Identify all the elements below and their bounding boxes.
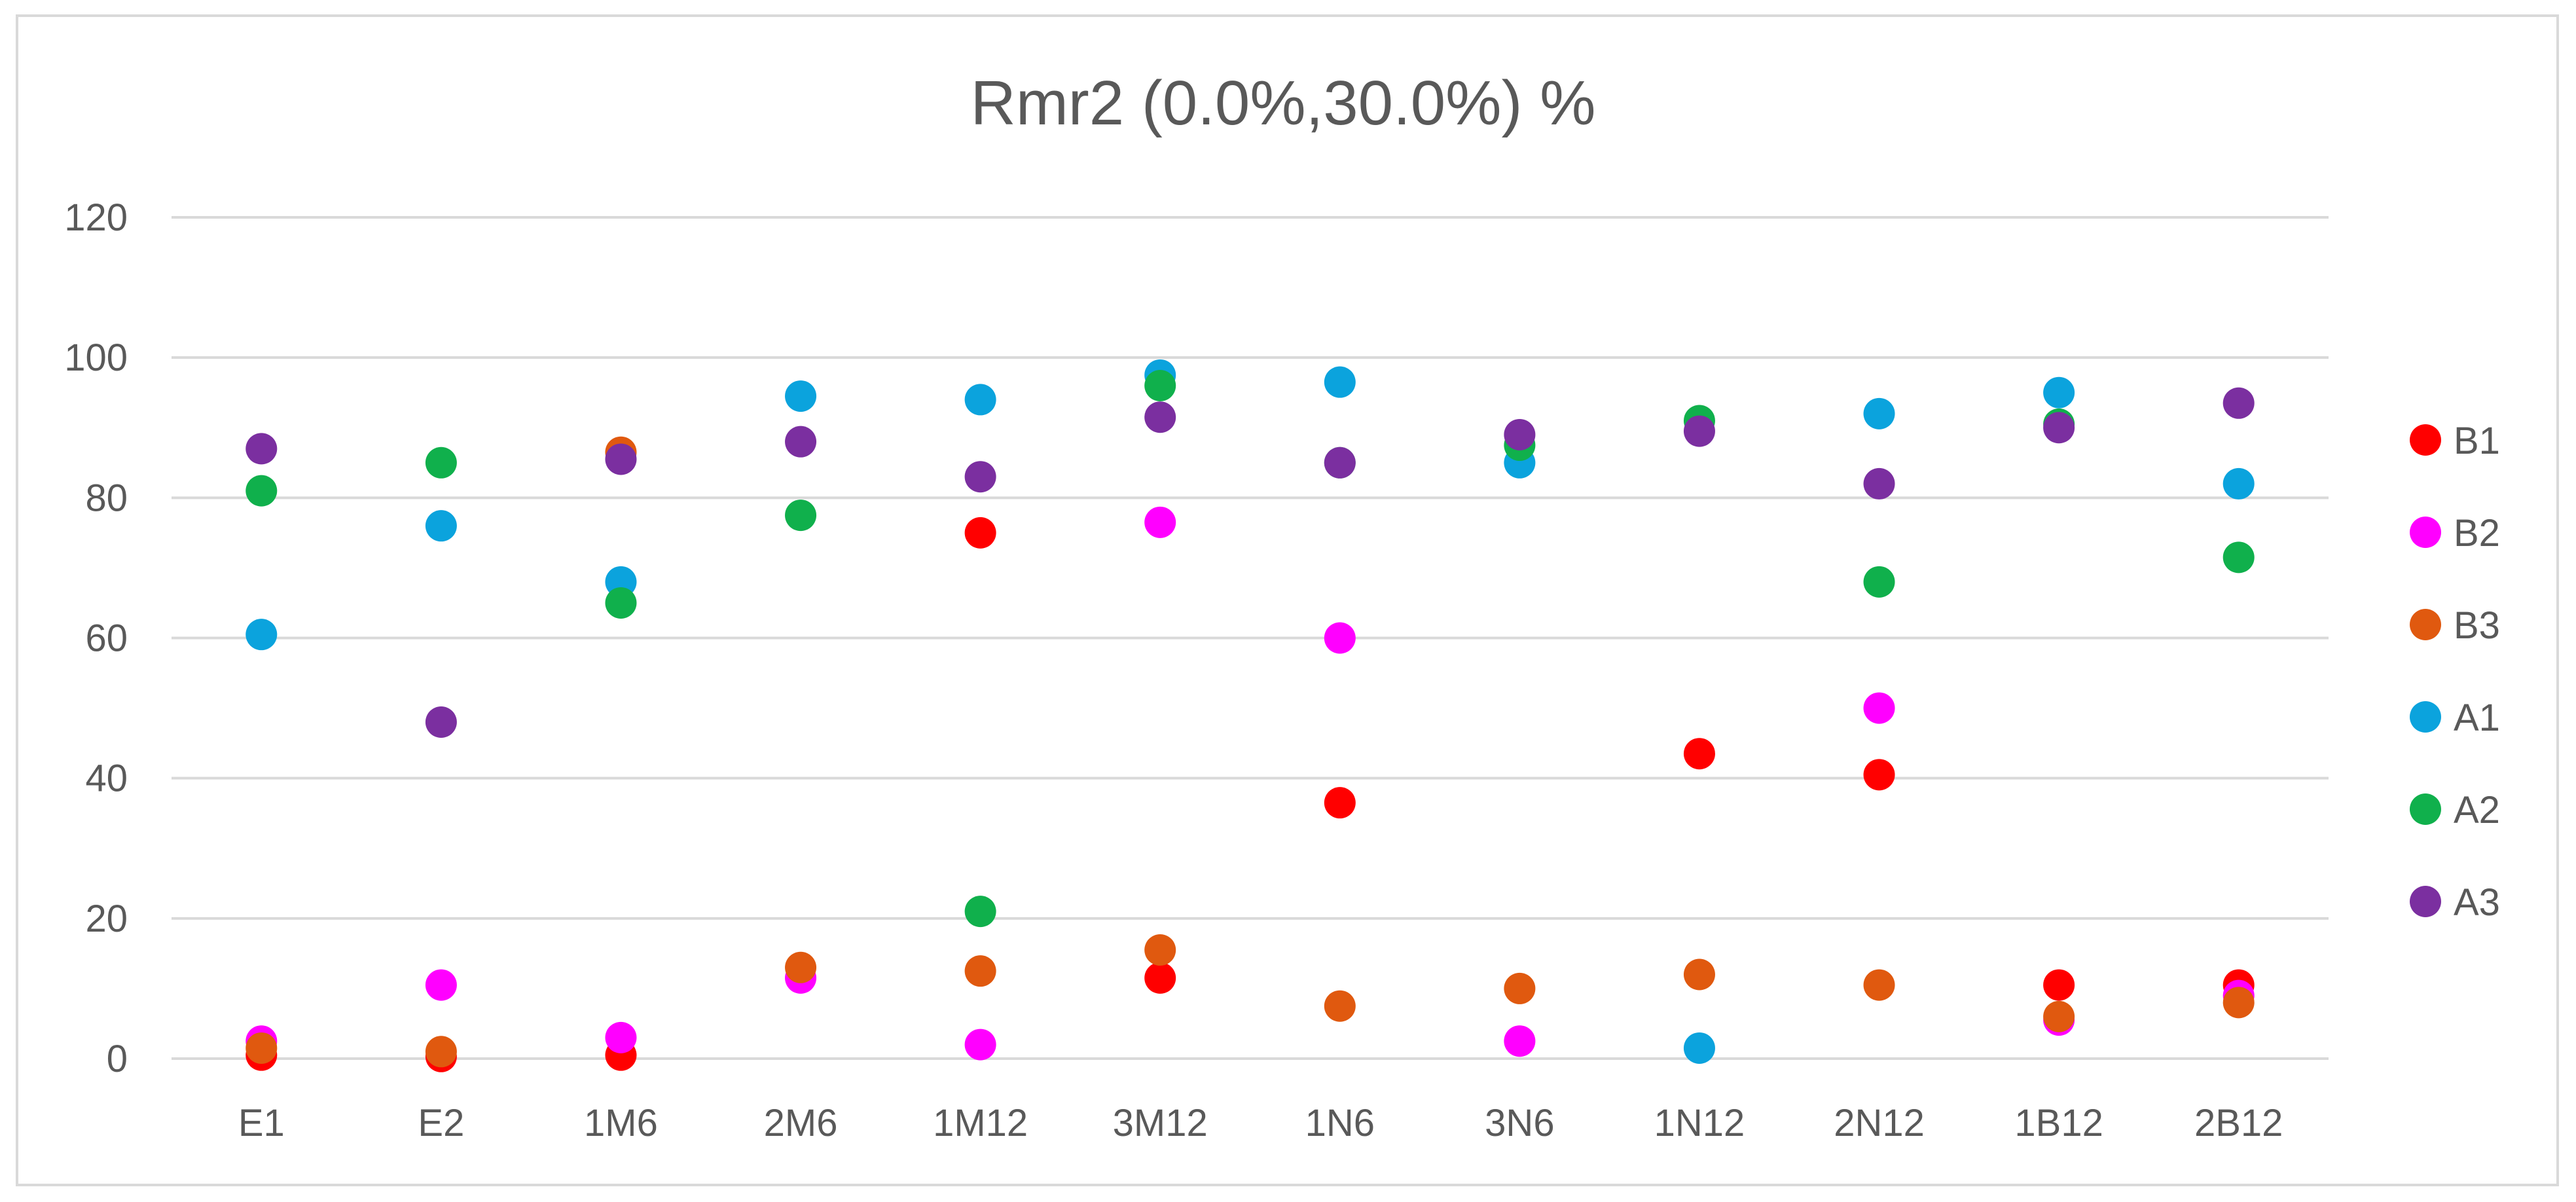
legend-label-b3: B3: [2454, 604, 2500, 647]
point-a2-1m6: [605, 587, 637, 619]
point-b3-3m12: [1144, 934, 1176, 966]
point-a2-2b12: [2222, 541, 2255, 574]
x-tick-label: 2B12: [2194, 1102, 2283, 1144]
point-a1-1b12: [2043, 376, 2075, 409]
point-a1-1n12: [1683, 1032, 1715, 1064]
point-b2-e2: [425, 969, 457, 1001]
point-a3-2n12: [1863, 467, 1895, 500]
point-a1-1m12: [964, 384, 996, 416]
gridlines: [172, 216, 2329, 1060]
legend-label-a2: A2: [2454, 789, 2500, 831]
legend-marker-a2: [2410, 793, 2441, 825]
point-a1-2m6: [785, 380, 817, 412]
x-tick-label: 2M6: [764, 1102, 838, 1144]
x-tick-label: 3M12: [1113, 1102, 1208, 1144]
point-b3-1b12: [2043, 1000, 2075, 1032]
legend-label-a3: A3: [2454, 881, 2500, 924]
point-b3-1n12: [1683, 958, 1715, 991]
point-a3-1m6: [605, 443, 637, 475]
y-axis-tick-labels: 0 20 40 60 80 100 120: [64, 196, 128, 1080]
point-b2-3m12: [1144, 506, 1176, 538]
x-tick-label: E2: [418, 1102, 464, 1144]
legend-label-a1: A1: [2454, 697, 2500, 739]
point-b1-1b12: [2043, 969, 2075, 1001]
point-a2-3m12: [1144, 370, 1176, 401]
y-tick-label: 100: [64, 337, 128, 379]
point-a1-e1: [245, 619, 278, 651]
legend-marker-a1: [2410, 701, 2441, 733]
point-b3-e2: [425, 1036, 457, 1068]
x-tick-label: E1: [238, 1102, 285, 1144]
point-b2-1m12: [964, 1029, 996, 1061]
legend-marker-b2: [2410, 517, 2441, 548]
point-a1-2n12: [1863, 397, 1895, 429]
point-a3-1m12: [964, 461, 996, 493]
point-a2-e1: [245, 475, 278, 507]
y-tick-label: 40: [85, 757, 128, 800]
point-b3-1n6: [1324, 990, 1356, 1022]
point-a3-3m12: [1144, 401, 1176, 433]
chart-title: Rmr2 (0.0%,30.0%) %: [971, 68, 1596, 138]
point-b2-1m6: [605, 1021, 637, 1053]
y-tick-label: 20: [85, 898, 128, 940]
legend-marker-a3: [2410, 886, 2441, 917]
point-b2-3n6: [1504, 1025, 1536, 1057]
point-a1-1n6: [1324, 366, 1356, 398]
point-b3-2m6: [785, 951, 817, 983]
legend-label-b2: B2: [2454, 512, 2500, 555]
point-a3-2m6: [785, 426, 817, 458]
legend-label-b1: B1: [2454, 420, 2500, 462]
point-b3-2n12: [1863, 969, 1895, 1001]
point-a3-2b12: [2222, 387, 2255, 419]
point-a3-1b12: [2043, 412, 2075, 444]
point-b3-3n6: [1504, 972, 1536, 1004]
point-b1-1n6: [1324, 787, 1356, 819]
point-b1-1m12: [964, 517, 996, 549]
point-a3-1n6: [1324, 446, 1356, 479]
legend-marker-b1: [2410, 424, 2441, 456]
x-tick-label: 3N6: [1485, 1102, 1554, 1144]
point-b1-2n12: [1863, 759, 1895, 791]
point-a3-1n12: [1683, 415, 1715, 447]
point-b1-3m12: [1144, 962, 1176, 994]
x-tick-label: 1N6: [1305, 1102, 1375, 1144]
point-b1-1n12: [1683, 738, 1715, 770]
point-a1-2b12: [2222, 467, 2255, 500]
point-a2-1m12: [964, 896, 996, 928]
point-b3-e1: [245, 1032, 278, 1064]
point-a2-2m6: [785, 500, 817, 532]
x-tick-label: 1M12: [933, 1102, 1028, 1144]
legend-marker-b3: [2410, 609, 2441, 640]
x-axis-tick-labels: E1 E2 1M6 2M6 1M12 3M12 1N6 3N6 1N12 2N12 1B12 2B12: [238, 1102, 2283, 1144]
y-tick-label: 60: [85, 617, 128, 660]
y-tick-label: 80: [85, 477, 128, 519]
y-tick-label: 120: [64, 196, 128, 239]
point-b3-1m12: [964, 955, 996, 987]
point-b2-2n12: [1863, 692, 1895, 724]
x-tick-label: 1B12: [2014, 1102, 2103, 1144]
x-tick-label: 1M6: [584, 1102, 658, 1144]
point-b3-2b12: [2222, 987, 2255, 1019]
data-points: [245, 359, 2255, 1072]
x-tick-label: 1N12: [1654, 1102, 1745, 1144]
y-tick-label: 0: [107, 1038, 128, 1080]
legend: B1 B2 B3 A1 A2 A3: [2410, 420, 2500, 924]
x-tick-label: 2N12: [1834, 1102, 1925, 1144]
point-a2-2n12: [1863, 566, 1895, 598]
point-a1-e2: [425, 510, 457, 542]
point-a2-e2: [425, 446, 457, 479]
point-a3-e2: [425, 706, 457, 738]
point-a3-e1: [245, 433, 278, 465]
point-a3-3n6: [1504, 418, 1536, 450]
point-b2-1n6: [1324, 622, 1356, 654]
